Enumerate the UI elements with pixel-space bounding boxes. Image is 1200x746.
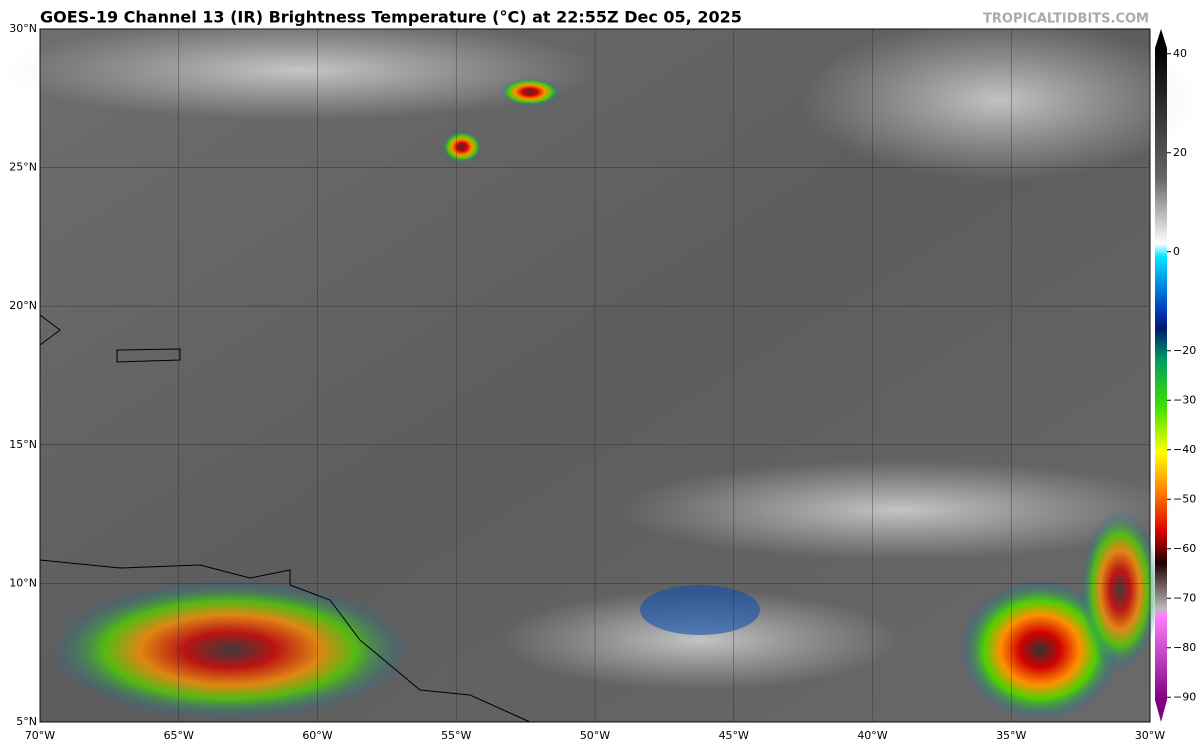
colorbar-label: −80 <box>1173 641 1196 654</box>
convection <box>500 78 560 106</box>
colorbar-label: −30 <box>1173 393 1196 406</box>
colorbar-label: −20 <box>1173 344 1196 357</box>
lon-label: 40°W <box>857 729 887 742</box>
lon-label: 55°W <box>441 729 471 742</box>
lon-label: 50°W <box>580 729 610 742</box>
lat-label: 15°N <box>9 438 37 451</box>
colorbar-scale <box>1155 48 1167 700</box>
convection <box>442 131 482 163</box>
lat-label: 20°N <box>9 299 37 312</box>
cloud <box>800 20 1200 180</box>
lon-label: 35°W <box>996 729 1026 742</box>
lon-label: 30°W <box>1135 729 1165 742</box>
convection <box>1080 510 1160 670</box>
colorbar-arrow <box>1155 29 1167 48</box>
lon-label: 70°W <box>25 729 55 742</box>
cloud <box>500 590 900 690</box>
colorbar-label: −40 <box>1173 443 1196 456</box>
lat-label: 30°N <box>9 22 37 35</box>
lon-label: 60°W <box>302 729 332 742</box>
colorbar-label: −50 <box>1173 492 1196 505</box>
colorbar-label: −60 <box>1173 542 1196 555</box>
lon-label: 65°W <box>164 729 194 742</box>
colorbar-label: −90 <box>1173 690 1196 703</box>
colorbar: 40 20 0 −20 −30 −40 −50 −60 −70 −80 −90 <box>1155 29 1196 722</box>
convection <box>640 585 760 635</box>
coastline <box>39 314 61 346</box>
colorbar-arrow <box>1155 700 1167 722</box>
convection <box>50 580 410 720</box>
convection <box>960 580 1120 720</box>
lat-label: 10°N <box>9 576 37 589</box>
coastline <box>39 559 531 723</box>
lat-label: 25°N <box>9 161 37 174</box>
cloud <box>0 20 600 120</box>
colorbar-label: −70 <box>1173 591 1196 604</box>
colorbar-label: 0 <box>1173 245 1180 258</box>
title: GOES-19 Channel 13 (IR) Brightness Tempe… <box>40 8 742 27</box>
cloud <box>620 460 1180 560</box>
lat-label: 5°N <box>16 715 37 728</box>
coastline <box>116 348 181 363</box>
colorbar-label: 20 <box>1173 146 1187 159</box>
map: 70°W 65°W 60°W 55°W 50°W 45°W 40°W 35°W 30°W 5°N 1… <box>0 20 1200 742</box>
lon-label: 45°W <box>719 729 749 742</box>
colorbar-label: 40 <box>1173 47 1187 60</box>
